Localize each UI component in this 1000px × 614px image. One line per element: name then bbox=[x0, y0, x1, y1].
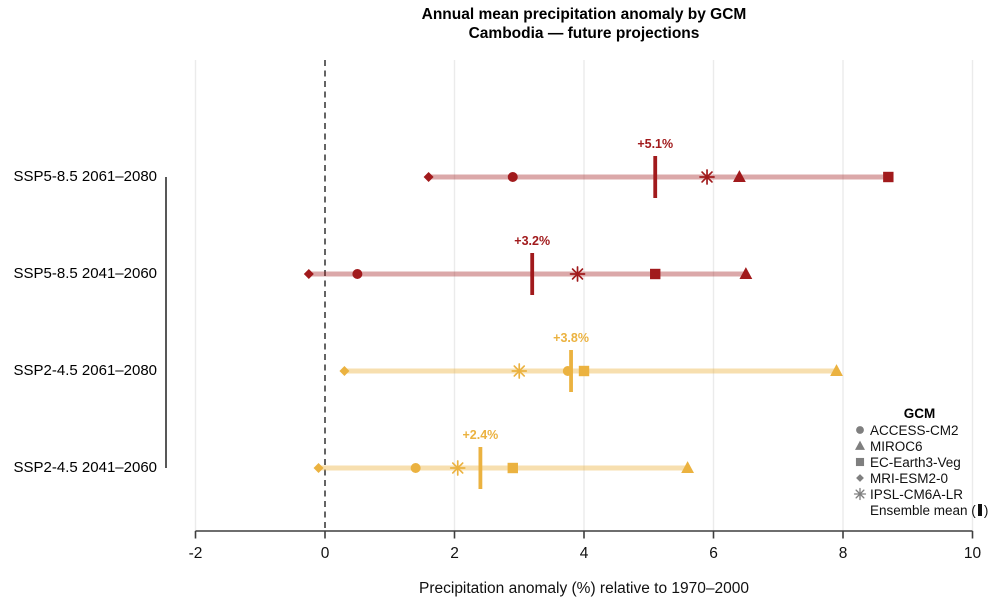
marker-triangle bbox=[739, 267, 753, 279]
marker-square bbox=[578, 365, 590, 377]
marker-diamond bbox=[313, 463, 324, 473]
marker-square bbox=[507, 462, 518, 474]
legend-item-access-cm2: ACCESS-CM2 bbox=[853, 422, 1000, 438]
chart-title: Annual mean precipitation anomaly by GCM… bbox=[184, 5, 984, 43]
scenario-row bbox=[423, 156, 894, 198]
marker-asterisk bbox=[511, 363, 528, 379]
ensemble-mean-tick bbox=[569, 350, 573, 392]
legend-item-label: MRI-ESM2-0 bbox=[870, 470, 949, 486]
marker-asterisk bbox=[449, 460, 466, 476]
legend-title: GCM bbox=[903, 406, 936, 421]
marker-circle bbox=[352, 269, 363, 279]
ensemble-legend-text-close: ) bbox=[983, 502, 989, 518]
marker-square bbox=[855, 457, 865, 467]
asterisk-icon bbox=[853, 487, 867, 501]
legend-item-label: MIROC6 bbox=[870, 438, 923, 454]
triangle-icon bbox=[853, 439, 867, 453]
legend-item-mri-esm2-0: MRI-ESM2-0 bbox=[853, 470, 1000, 486]
legend: GCM ACCESS-CM2 MIROC6 EC-Earth3-Veg MRI-ESM… bbox=[853, 406, 1000, 518]
ensemble-mean-tick bbox=[530, 253, 535, 295]
legend-item-ensemble-mean: Ensemble mean () bbox=[853, 502, 1000, 518]
marker-triangle bbox=[855, 440, 865, 450]
marker-diamond bbox=[856, 474, 864, 482]
marker-triangle bbox=[830, 364, 843, 376]
marker-triangle bbox=[681, 461, 694, 473]
legend-item-ec-earth3-veg: EC-Earth3-Veg bbox=[853, 454, 1000, 470]
legend-item-label: EC-Earth3-Veg bbox=[870, 454, 961, 470]
scenario-row bbox=[313, 447, 694, 489]
scenario-row bbox=[339, 350, 843, 392]
marker-square bbox=[883, 171, 894, 183]
legend-spacer bbox=[853, 503, 867, 517]
marker-triangle bbox=[733, 170, 746, 182]
diamond-icon bbox=[853, 471, 867, 485]
square-icon bbox=[853, 455, 867, 469]
legend-item-ipsl-cm6a-lr: IPSL-CM6A-LR bbox=[853, 486, 1000, 502]
ensemble-legend-text: Ensemble mean ( bbox=[870, 502, 976, 518]
marker-diamond bbox=[423, 172, 434, 182]
marker-circle bbox=[507, 172, 518, 182]
chart-title-line2: Cambodia — future projections bbox=[468, 25, 700, 42]
x-axis bbox=[194, 530, 974, 539]
x-axis-label: Precipitation anomaly (%) relative to 19… bbox=[419, 580, 749, 597]
legend-item-label: IPSL-CM6A-LR bbox=[870, 486, 964, 502]
circle-icon bbox=[853, 423, 867, 437]
marker-square bbox=[650, 268, 661, 280]
scenario-row bbox=[303, 253, 753, 295]
marker-asterisk bbox=[569, 266, 586, 282]
marker-diamond bbox=[339, 366, 350, 376]
legend-item-label: ACCESS-CM2 bbox=[870, 422, 959, 438]
legend-item-miroc6: MIROC6 bbox=[853, 438, 1000, 454]
marker-diamond bbox=[303, 269, 314, 279]
ensemble-tick-icon bbox=[977, 504, 982, 516]
marker-asterisk bbox=[853, 487, 867, 501]
marker-asterisk bbox=[699, 169, 715, 185]
ensemble-mean-tick bbox=[653, 156, 658, 198]
legend-items: ACCESS-CM2 MIROC6 EC-Earth3-Veg MRI-ESM2-0 I… bbox=[853, 422, 1000, 518]
marker-circle bbox=[410, 463, 421, 473]
chart-title-line1: Annual mean precipitation anomaly by GCM bbox=[421, 6, 747, 23]
marker-circle bbox=[856, 426, 864, 434]
ensemble-mean-tick bbox=[478, 447, 483, 489]
